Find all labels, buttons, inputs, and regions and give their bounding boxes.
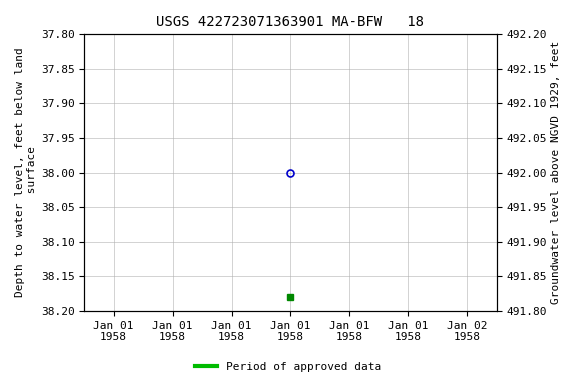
Title: USGS 422723071363901 MA-BFW   18: USGS 422723071363901 MA-BFW 18 — [157, 15, 425, 29]
Legend: Period of approved data: Period of approved data — [191, 358, 385, 377]
Y-axis label: Depth to water level, feet below land
 surface: Depth to water level, feet below land su… — [15, 48, 37, 298]
Y-axis label: Groundwater level above NGVD 1929, feet: Groundwater level above NGVD 1929, feet — [551, 41, 561, 304]
